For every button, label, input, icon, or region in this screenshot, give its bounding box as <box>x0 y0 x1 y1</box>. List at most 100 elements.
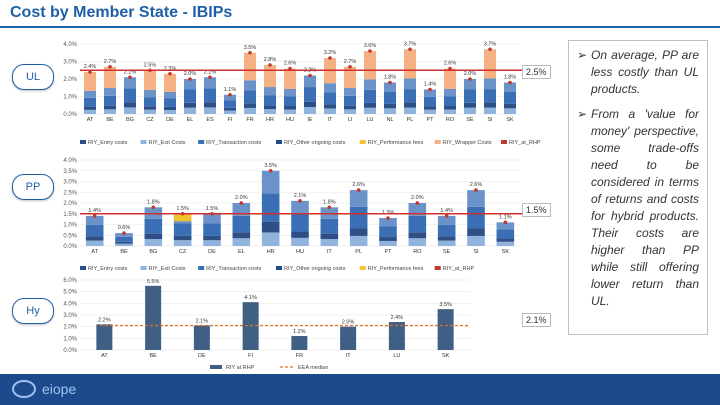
bar-segment <box>467 235 485 246</box>
bar-segment <box>84 90 96 98</box>
bar-segment <box>444 105 456 110</box>
bar-segment <box>291 237 309 246</box>
value-label: 2.0% <box>342 320 355 326</box>
legend-entry: RIY_Exit Costs <box>149 140 186 146</box>
total-label: 2.1% <box>294 193 307 199</box>
x-tick-label: PL <box>407 117 414 123</box>
bar-segment <box>496 229 515 239</box>
total-label: 2.6% <box>284 61 297 67</box>
rhp-marker <box>88 70 92 74</box>
x-tick-label: HR <box>267 249 275 255</box>
total-label: 3.7% <box>484 41 497 47</box>
y-tick-label: 1.0% <box>63 223 77 229</box>
value-label: 3.5% <box>439 302 452 308</box>
x-tick-label: AT <box>101 353 108 359</box>
bar-segment <box>232 203 251 216</box>
total-label: 2.0% <box>235 195 248 201</box>
y-tick-label: 0.0% <box>63 112 77 118</box>
bar-segment <box>144 239 163 246</box>
bar-segment <box>320 233 339 240</box>
bar-segment <box>124 107 136 114</box>
x-tick-label: CZ <box>179 249 187 255</box>
total-label: 1.5% <box>176 206 189 212</box>
x-tick-label: SE <box>443 249 451 255</box>
total-label: 1.4% <box>440 208 453 214</box>
rhp-marker <box>122 231 126 235</box>
total-label: 1.1% <box>224 87 237 93</box>
total-label: 2.7% <box>104 59 117 65</box>
legend-entry: RIY_at_RHP <box>509 140 541 146</box>
bar-segment <box>408 215 427 233</box>
bar-segment <box>261 221 280 233</box>
legend-entry: RIY at RHP <box>226 365 255 371</box>
bar-segment <box>264 95 276 106</box>
rhp-marker <box>448 66 452 71</box>
y-tick-label: 1.5% <box>63 212 77 218</box>
y-tick-label: 3.5% <box>63 169 77 175</box>
bar-segment <box>224 107 236 111</box>
x-tick-label: EL <box>187 117 194 123</box>
bar-segment <box>496 222 515 230</box>
y-tick-label: 4.0% <box>63 158 77 164</box>
rhp-marker <box>168 71 172 76</box>
legend-entry: RIY_Other ongoing costs <box>284 266 346 272</box>
x-tick-label: BG <box>126 117 134 123</box>
bar <box>145 285 162 350</box>
y-tick-label: 0.0% <box>63 348 77 354</box>
bar-segment <box>464 107 476 114</box>
bar-segment <box>349 190 368 207</box>
chart-hy: 0.0% 1.0% 2.0% 3.0% 4.0% 5.0% 6.0% 2.2% AT 5.5% BE… <box>63 278 470 371</box>
legend-entry: RIY_Entry costs <box>88 266 128 272</box>
x-tick-label: IT <box>328 117 334 123</box>
x-tick-label: AT <box>91 249 98 255</box>
bar-segment <box>144 106 156 110</box>
bar-segment <box>184 107 196 114</box>
legend-entry: RIY_Entry costs <box>88 140 128 146</box>
y-tick-label: 2.0% <box>63 77 77 83</box>
bar-segment <box>437 240 456 246</box>
legend-entry: RIY_Performance fees <box>368 266 424 272</box>
bar-segment <box>496 241 515 246</box>
total-label: 1.4% <box>88 208 101 214</box>
bar-segment <box>324 104 336 109</box>
legend-swatch <box>359 140 366 144</box>
row-label-ul: UL <box>12 64 54 90</box>
bar-segment-wrapper <box>164 73 176 92</box>
x-tick-label: SK <box>506 117 514 123</box>
bar-segment <box>444 88 456 97</box>
y-tick-label: 0.0% <box>63 244 77 250</box>
x-tick-label: FR <box>246 117 253 123</box>
x-tick-label: LU <box>366 117 373 123</box>
y-tick-label: 3.0% <box>63 180 77 186</box>
rhp-marker <box>248 50 252 55</box>
y-tick-label: 3.0% <box>63 313 77 319</box>
legend-swatch <box>501 140 507 144</box>
bar-segment <box>349 228 368 236</box>
bar-segment <box>437 224 456 237</box>
bar-segment <box>464 89 476 103</box>
rhp-marker <box>508 80 512 85</box>
bar-segment <box>504 82 516 92</box>
rhp-marker <box>308 73 312 78</box>
bar-segment <box>467 190 485 207</box>
bar-segment <box>384 108 396 114</box>
total-label: 1.5% <box>206 206 219 212</box>
bar-segment <box>379 226 397 238</box>
bar-segment-performance <box>173 213 192 222</box>
bar-segment <box>496 238 515 242</box>
bar-segment <box>408 203 427 216</box>
total-label: 2.1% <box>124 69 137 75</box>
total-label: 1.1% <box>499 214 512 220</box>
x-tick-label: PL <box>355 249 362 255</box>
rhp-marker <box>208 75 212 80</box>
bar <box>96 324 113 350</box>
bar-segment <box>504 103 516 109</box>
y-tick-label: 4.0% <box>63 301 77 307</box>
bar-segment <box>264 109 276 114</box>
bar-segment <box>404 107 416 114</box>
total-label: 2.0% <box>464 71 477 77</box>
total-label: 2.6% <box>352 182 365 188</box>
total-label: 1.8% <box>323 199 336 205</box>
value-label: 2.1% <box>196 319 209 325</box>
bar-segment-wrapper <box>444 68 456 89</box>
